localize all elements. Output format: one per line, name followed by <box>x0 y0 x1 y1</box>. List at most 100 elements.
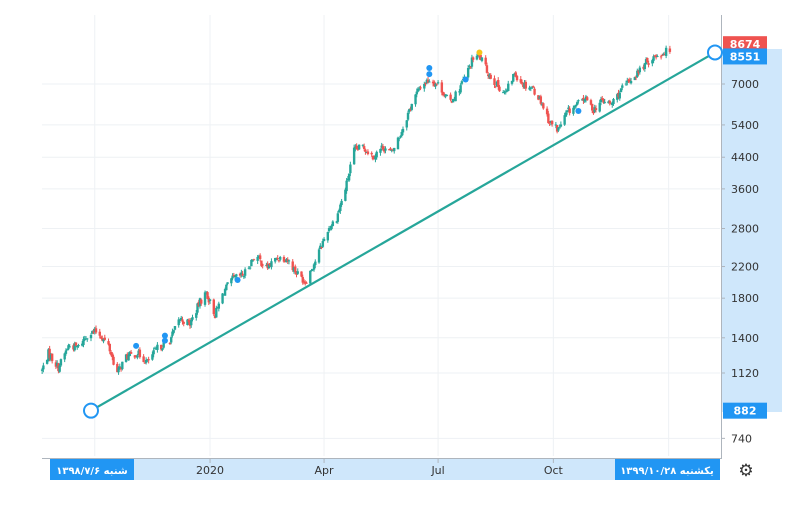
candle-body <box>329 228 332 230</box>
candle-body <box>559 124 563 127</box>
candle-body <box>554 124 558 126</box>
candle-body <box>626 80 629 83</box>
candle-body <box>371 155 375 160</box>
trendline-end-handle[interactable] <box>707 44 723 61</box>
x-tick-label[interactable]: Apr <box>315 464 335 477</box>
candle-body <box>633 77 637 81</box>
candle-body <box>40 369 44 371</box>
candle-body <box>453 99 456 101</box>
candle-body <box>608 100 611 104</box>
price-label: 882 <box>734 405 757 418</box>
candle-body <box>533 88 536 95</box>
candle-body <box>153 348 157 350</box>
candle-body <box>618 92 621 99</box>
date-label-start-bg <box>50 459 134 480</box>
candle-body <box>480 57 484 61</box>
candle-body <box>240 272 243 276</box>
candle-body <box>428 81 431 83</box>
candle-body <box>647 63 650 65</box>
candle-body <box>616 94 619 100</box>
candle-body <box>659 56 663 58</box>
y-tick-label[interactable]: 2200 <box>731 261 759 274</box>
candle-body <box>94 328 98 333</box>
x-tick-label[interactable]: 2020 <box>196 464 224 477</box>
candle-body <box>355 145 358 150</box>
candle-body <box>93 328 96 332</box>
signal-marker <box>476 49 483 56</box>
candle-body <box>479 54 482 61</box>
candle-body <box>225 284 228 291</box>
candle-body <box>57 363 60 372</box>
gear-icon[interactable]: ⚙ <box>738 461 754 481</box>
candle-body <box>305 282 308 284</box>
x-tick-label[interactable]: Jul <box>430 464 444 477</box>
candle-body <box>653 55 657 57</box>
candle-body <box>112 356 115 365</box>
candle-body <box>216 307 219 309</box>
y-tick-label[interactable]: 2800 <box>731 223 759 236</box>
candle-body <box>372 157 376 159</box>
candle-body <box>347 173 351 181</box>
y-tick-label[interactable]: 1400 <box>731 332 759 345</box>
candle-body <box>314 261 317 266</box>
trendline[interactable] <box>90 51 716 412</box>
candle-body <box>550 120 554 125</box>
candle-body <box>540 104 544 106</box>
candle-body <box>111 353 114 358</box>
candle-body <box>539 96 543 104</box>
candle-body <box>356 147 360 150</box>
candle-body <box>469 66 472 68</box>
trendline-start-handle[interactable] <box>83 402 99 419</box>
price-axis-ticks[interactable]: 740 1120 1400 1800 2200 2800 3600 4400 5400 7000 <box>721 78 759 445</box>
time-axis-ticks[interactable]: 2020 Apr Jul Oct <box>196 459 564 477</box>
y-tick-label[interactable]: 740 <box>731 432 752 445</box>
candle-body <box>418 88 421 90</box>
candle-body <box>126 354 129 360</box>
candle-body <box>375 151 378 158</box>
y-tick-label[interactable]: 1120 <box>731 367 759 380</box>
candle-body <box>557 127 560 131</box>
candle-body <box>577 100 580 102</box>
candle-body <box>572 107 575 114</box>
candle-body <box>617 92 620 98</box>
candle-body <box>213 315 217 318</box>
y-tick-label[interactable]: 4400 <box>731 151 759 164</box>
y-tick-label[interactable]: 1800 <box>731 292 759 305</box>
candle-body <box>232 275 236 277</box>
candle-body <box>530 87 534 89</box>
candle-body <box>644 59 648 65</box>
candle-body <box>514 72 517 77</box>
candle-body <box>434 83 437 87</box>
candle-body <box>98 331 101 336</box>
candle-body <box>646 57 649 63</box>
candle-body <box>661 54 664 56</box>
candle-body <box>624 83 628 85</box>
candle-body <box>64 350 68 354</box>
y-tick-label[interactable]: 7000 <box>731 78 759 91</box>
candle-body <box>591 103 594 111</box>
candle-body <box>458 91 461 93</box>
candle-body <box>217 303 221 309</box>
x-tick-label[interactable]: Oct <box>544 464 564 477</box>
y-tick-label[interactable]: 3600 <box>731 183 759 196</box>
candle-body <box>119 367 123 370</box>
candle-body <box>537 95 540 100</box>
candle-body <box>286 259 289 262</box>
candle-body <box>495 81 499 87</box>
candle-body <box>365 152 368 154</box>
candle-body <box>485 65 489 73</box>
candle-body <box>180 317 183 320</box>
date-label-end-bg <box>615 459 720 480</box>
candle-body <box>301 276 304 283</box>
candle-body <box>173 326 177 330</box>
candle-body <box>344 189 347 201</box>
candle-body <box>426 79 430 83</box>
candle-body <box>187 320 190 322</box>
candle-body <box>366 151 370 155</box>
candle-body <box>203 292 207 305</box>
y-tick-label[interactable]: 5400 <box>731 119 759 132</box>
candle-body <box>470 57 474 67</box>
candle-body <box>133 355 137 358</box>
candle-body <box>138 349 142 358</box>
